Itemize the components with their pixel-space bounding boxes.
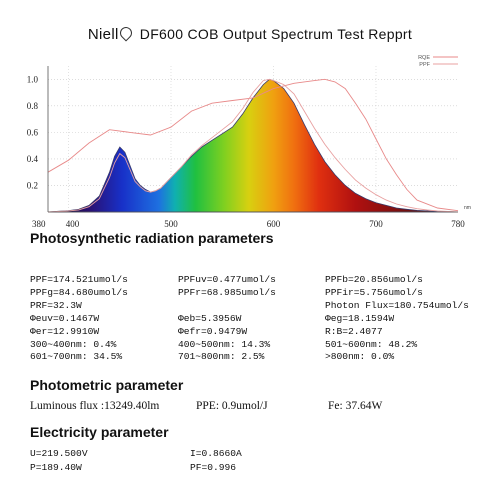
title-text: DF600 COB Output Spectrum Test Repprt xyxy=(139,26,413,42)
legend-label-rqe: RQE xyxy=(418,55,430,61)
photosynthetic-param: >800nm: 0.0% xyxy=(325,351,395,363)
legend-label-ppf: PPF xyxy=(419,62,430,68)
photosynthetic-param: 300~400nm: 0.4% xyxy=(30,338,117,350)
photosynthetic-param: PPFuv=0.477umol/s xyxy=(178,274,276,285)
curves xyxy=(47,78,459,213)
y-tick-label: 0.8 xyxy=(27,101,39,111)
report-title: Niell DF600 COB Output Spectrum Test Rep… xyxy=(0,24,500,43)
x-unit-label: nm xyxy=(464,205,471,211)
y-tick-label: 1.0 xyxy=(27,74,39,84)
photosynthetic-param: PRF=32.3W xyxy=(30,299,82,311)
brand-name: Niell xyxy=(87,26,119,43)
photosynthetic-param: PPFg=84.680umol/s xyxy=(30,286,128,298)
photosynthetic-param: PPFr=68.985umol/s xyxy=(178,286,276,298)
x-tick-label: 380 xyxy=(32,219,46,229)
ppe-value: PPE: 0.9umol/J xyxy=(196,400,268,412)
photosynthetic-param: Φefr=0.9479W xyxy=(178,325,248,337)
photosynthetic-param: Φeuv=0.1467W xyxy=(30,312,100,324)
photosynthetic-param: PPF=174.521umol/s xyxy=(30,274,128,285)
series-line-rqe xyxy=(47,78,459,212)
electricity-param: PF=0.996 xyxy=(190,462,237,473)
x-tick-label: 780 xyxy=(451,219,465,229)
fe-value: Fe: 37.64W xyxy=(328,400,383,412)
x-tick-label: 600 xyxy=(267,219,281,229)
photosynthetic-param: Φeb=5.3956W xyxy=(178,312,242,324)
spectrum-area xyxy=(47,78,459,213)
electricity-param: U=219.500V xyxy=(30,448,88,459)
electricity-param: P=189.40W xyxy=(30,462,82,473)
photosynthetic-param: 501~600nm: 48.2% xyxy=(325,338,418,350)
photosynthetic-param: Φeg=18.1594W xyxy=(325,312,395,324)
axes: 0.2 0.4 0.6 0.8 1.0 380 400 500 600 700 780 nm xyxy=(27,66,471,229)
photosynthetic-param: Φer=12.9910W xyxy=(30,325,100,337)
series-line-ppf xyxy=(47,78,459,213)
photosynthetic-param: PPFir=5.756umol/s xyxy=(325,286,423,298)
x-tick-label: 500 xyxy=(164,219,178,229)
x-tick-label: 400 xyxy=(66,219,80,229)
luminous-flux: Luminous flux :13249.40lm xyxy=(30,400,160,412)
photosynthetic-param: PPFb=20.856umol/s xyxy=(325,274,423,285)
section-photosynthetic: Photosynthetic radiation parameters xyxy=(30,230,274,246)
electricity-param: I=0.8660A xyxy=(190,448,242,459)
photosynthetic-param: 701~800nm: 2.5% xyxy=(178,351,265,363)
spectrum-chart: 0.2 0.4 0.6 0.8 1.0 380 400 500 600 700 780 nm RQEP… xyxy=(27,55,471,229)
photosynthetic-param: 601~700nm: 34.5% xyxy=(30,351,123,363)
leaf-icon xyxy=(117,24,135,42)
y-tick-label: 0.6 xyxy=(27,127,39,137)
photosynthetic-param: R:B=2.4077 xyxy=(325,325,383,337)
section-electricity: Electricity parameter xyxy=(30,424,169,440)
section-photometric: Photometric parameter xyxy=(30,377,184,393)
y-tick-label: 0.2 xyxy=(27,180,38,190)
x-tick-label: 700 xyxy=(369,219,383,229)
y-tick-label: 0.4 xyxy=(27,154,39,164)
photosynthetic-param: Photon Flux=180.754umol/s xyxy=(325,299,469,311)
photosynthetic-param: 400~500nm: 14.3% xyxy=(178,338,271,350)
